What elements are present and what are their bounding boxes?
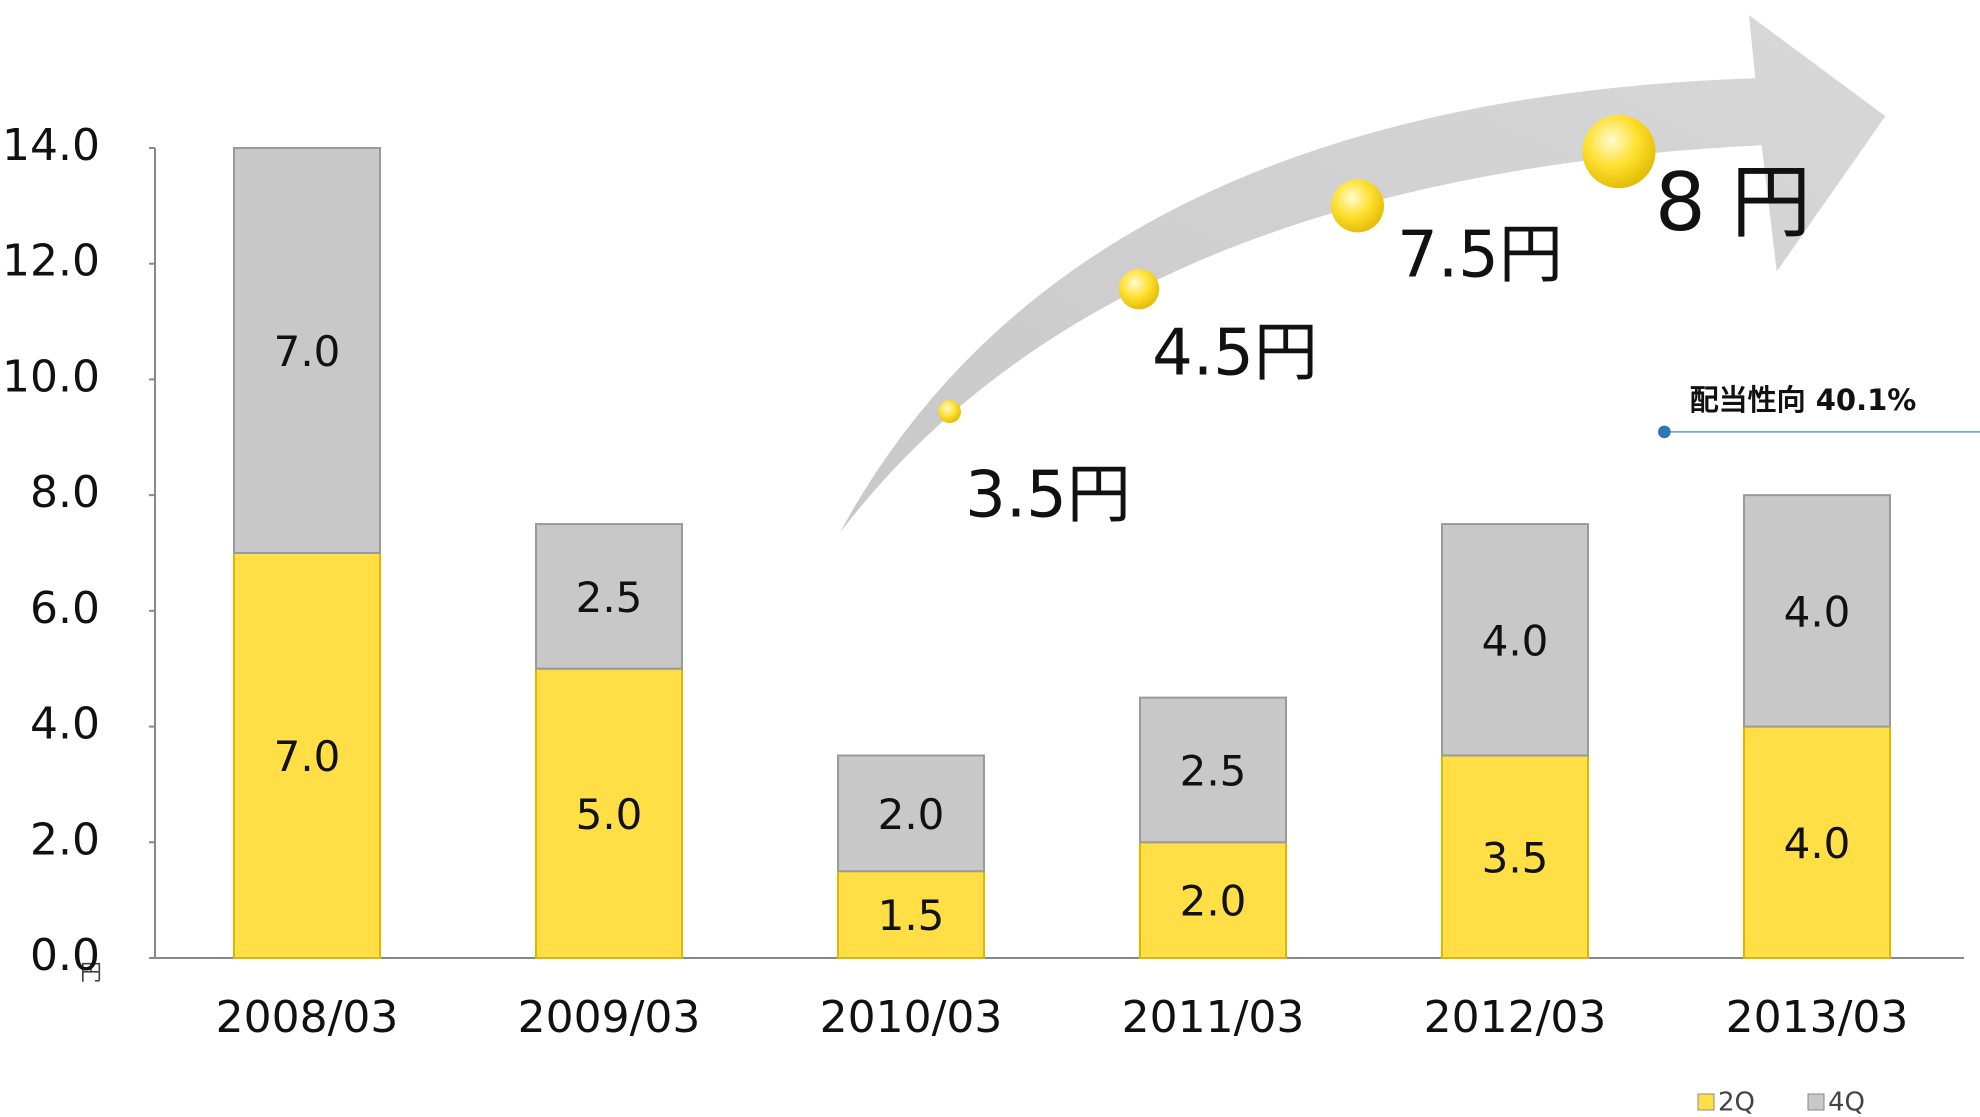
legend-label: 4Q bbox=[1828, 1088, 1865, 1117]
value-label: 4.0 bbox=[1482, 616, 1549, 665]
value-label: 1.5 bbox=[878, 891, 945, 940]
y-tick-label: 12.0 bbox=[2, 236, 100, 287]
x-tick-label: 2012/03 bbox=[1424, 992, 1607, 1043]
value-label: 2.5 bbox=[576, 573, 643, 622]
value-label: 7.0 bbox=[274, 327, 341, 376]
value-label: 7.0 bbox=[274, 732, 341, 781]
value-label: 4.0 bbox=[1784, 819, 1851, 868]
annotation: 7.5円 bbox=[1397, 219, 1563, 293]
legend-swatch bbox=[1808, 1094, 1824, 1110]
y-tick-label: 10.0 bbox=[2, 351, 100, 402]
x-tick-label: 2010/03 bbox=[820, 992, 1003, 1043]
annotation: 配当性向 40.1% bbox=[1690, 383, 1917, 417]
y-tick-label: 14.0 bbox=[2, 120, 100, 171]
x-tick-label: 2009/03 bbox=[518, 992, 701, 1043]
annotation: 8 円 bbox=[1655, 156, 1811, 249]
value-label: 4.0 bbox=[1784, 587, 1851, 636]
annotation: 3.5円 bbox=[965, 459, 1131, 533]
chart: 円 0.02.04.06.08.010.012.014.02008/037.07… bbox=[0, 0, 1980, 1117]
value-label: 5.0 bbox=[576, 790, 643, 839]
value-label: 3.5 bbox=[1482, 833, 1549, 882]
y-tick-label: 2.0 bbox=[30, 814, 100, 865]
legend-swatch bbox=[1698, 1094, 1714, 1110]
y-tick-label: 6.0 bbox=[30, 583, 100, 634]
y-tick-label: 8.0 bbox=[30, 467, 100, 518]
value-label: 2.0 bbox=[878, 790, 945, 839]
y-tick-label: 4.0 bbox=[30, 699, 100, 750]
y-tick-label: 0.0 bbox=[30, 930, 100, 981]
x-tick-label: 2008/03 bbox=[216, 992, 399, 1043]
legend-label: 2Q bbox=[1718, 1088, 1755, 1117]
value-label: 2.0 bbox=[1180, 877, 1247, 926]
annotation: 4.5円 bbox=[1152, 317, 1318, 391]
x-tick-label: 2011/03 bbox=[1122, 992, 1305, 1043]
x-tick-label: 2013/03 bbox=[1726, 992, 1909, 1043]
value-label: 2.5 bbox=[1180, 746, 1247, 795]
